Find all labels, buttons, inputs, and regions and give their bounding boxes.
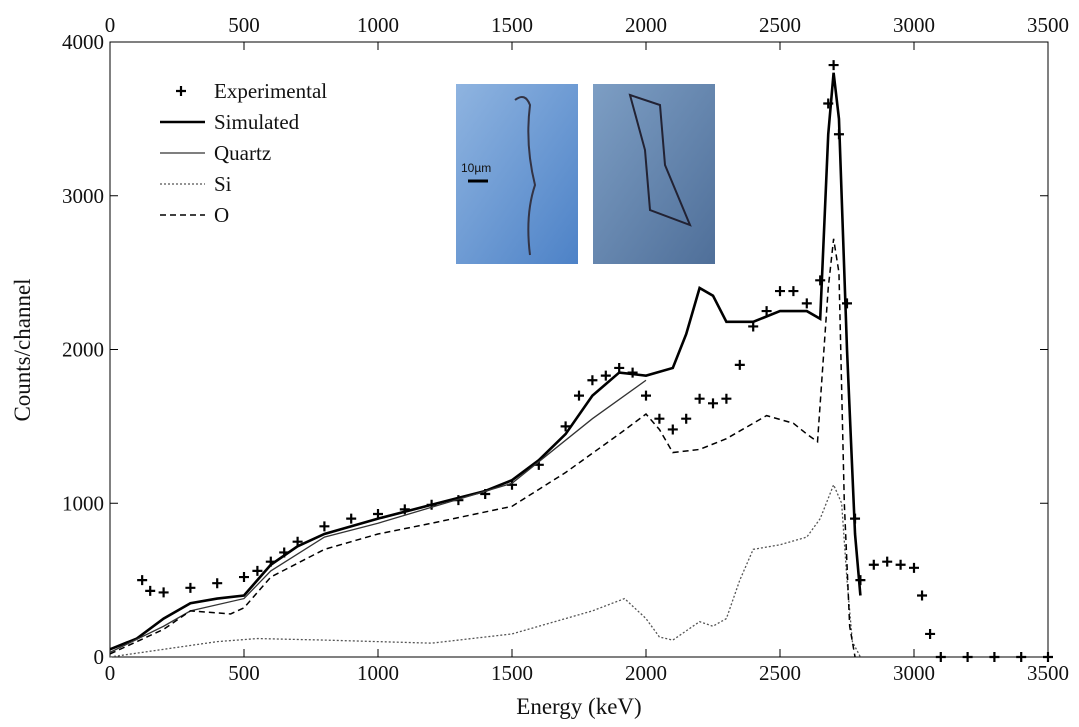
x-tick-label: 0 <box>105 661 116 685</box>
x-tick-label-top: 1500 <box>491 13 533 37</box>
data-point <box>587 375 598 386</box>
data-point <box>868 559 879 570</box>
plot-frame <box>109 41 1049 658</box>
x-tick-label: 2500 <box>759 661 801 685</box>
series-line <box>109 483 861 658</box>
x-tick-label-top: 0 <box>105 13 116 37</box>
data-point <box>137 575 148 586</box>
x-tick-label-top: 500 <box>228 13 260 37</box>
inset-photo <box>456 84 578 264</box>
legend-label: Simulated <box>214 110 300 134</box>
x-tick-label: 1500 <box>491 661 533 685</box>
y-tick-label: 2000 <box>62 338 104 362</box>
y-tick-label: 3000 <box>62 184 104 208</box>
data-point <box>895 559 906 570</box>
data-point <box>828 60 839 71</box>
scale-label: 10µm <box>461 161 491 175</box>
data-point <box>909 562 919 573</box>
legend-label: O <box>214 203 229 227</box>
data-point <box>801 298 812 309</box>
x-tick-label: 3500 <box>1027 661 1069 685</box>
data-point <box>989 652 1000 662</box>
data-point <box>212 578 223 589</box>
series-line <box>109 72 862 651</box>
series-line <box>109 379 647 653</box>
data-point <box>252 565 263 576</box>
data-point <box>882 556 893 567</box>
x-axis-label: Energy (keV) <box>516 694 641 719</box>
legend-label: Quartz <box>214 141 271 165</box>
x-tick-label: 1000 <box>357 661 399 685</box>
data-point <box>145 585 156 596</box>
data-point <box>346 513 357 524</box>
data-point <box>935 652 946 662</box>
data-point <box>681 413 692 424</box>
data-point <box>842 298 852 309</box>
data-point <box>319 521 330 532</box>
series-line <box>109 238 856 658</box>
data-point <box>694 393 705 404</box>
x-tick-label-top: 1000 <box>357 13 399 37</box>
data-point <box>788 286 799 297</box>
y-tick-label: 1000 <box>62 491 104 515</box>
data-point <box>654 413 665 424</box>
x-tick-label-top: 2000 <box>625 13 667 37</box>
data-point <box>761 306 772 317</box>
data-point <box>600 370 611 381</box>
data-point <box>1043 652 1053 662</box>
data-point <box>721 393 732 404</box>
data-point <box>667 424 678 435</box>
x-tick-label-top: 3000 <box>893 13 935 37</box>
y-axis-label: Counts/channel <box>10 278 35 421</box>
legend-label: Si <box>214 172 232 196</box>
data-point <box>560 421 571 432</box>
data-point <box>185 582 196 593</box>
inset-crack <box>628 93 692 227</box>
data-point <box>775 286 785 297</box>
data-point <box>925 628 936 639</box>
data-point <box>962 652 973 662</box>
data-point <box>708 398 718 409</box>
data-point <box>734 359 745 370</box>
legend-label: Experimental <box>214 79 327 103</box>
x-tick-label: 500 <box>228 661 260 685</box>
data-point <box>641 390 651 401</box>
inset-photo <box>593 84 715 264</box>
data-point <box>815 275 826 286</box>
data-point <box>239 572 249 583</box>
data-point <box>1016 652 1027 662</box>
x-tick-label-top: 3500 <box>1027 13 1069 37</box>
data-point <box>917 590 928 601</box>
data-point <box>574 390 584 401</box>
legend-marker <box>176 86 186 96</box>
x-tick-label: 2000 <box>625 661 667 685</box>
data-point <box>158 587 169 598</box>
inset-crack <box>514 95 537 256</box>
y-tick-label: 4000 <box>62 30 104 54</box>
y-tick-label: 0 <box>94 645 105 669</box>
x-tick-label: 3000 <box>893 661 935 685</box>
x-tick-label-top: 2500 <box>759 13 801 37</box>
